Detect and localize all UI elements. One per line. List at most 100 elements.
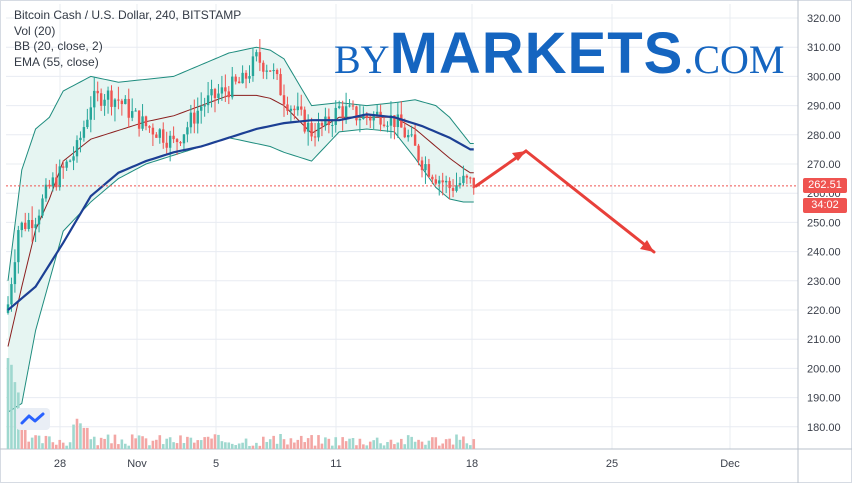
volume-bar: [120, 439, 124, 449]
y-tick-label: 270.00: [807, 159, 841, 171]
volume-bar: [241, 442, 244, 449]
volume-bar: [286, 444, 289, 449]
candle-body: [462, 175, 465, 184]
volume-bar: [451, 444, 455, 449]
chart-legend: Bitcoin Cash / U.S. Dollar, 240, BITSTAM…: [14, 8, 241, 70]
candle-body: [206, 95, 210, 106]
candle-body: [99, 93, 103, 106]
volume-bar: [310, 435, 313, 449]
candle-body: [296, 106, 299, 111]
volume-bar: [182, 443, 186, 449]
candle-body: [393, 115, 396, 128]
candle-body: [358, 118, 362, 121]
volume-bar: [279, 434, 282, 449]
candle-body: [217, 93, 220, 99]
candle-body: [341, 106, 344, 118]
volume-bar: [61, 442, 65, 449]
candle-body: [75, 140, 79, 157]
volume-bar: [134, 438, 137, 449]
candle-body: [175, 139, 179, 143]
volume-bar: [82, 427, 86, 449]
volume-bar: [196, 440, 200, 449]
candle-body: [131, 111, 134, 118]
candle-body: [237, 81, 241, 84]
candle-body: [13, 262, 17, 285]
volume-bar: [268, 439, 272, 449]
volume-bar: [293, 442, 296, 449]
volume-bar: [375, 437, 379, 449]
candle-body: [251, 56, 255, 77]
bar-countdown-tag: 34:02: [803, 198, 847, 213]
candle-body: [110, 90, 113, 107]
candle-body: [200, 106, 203, 111]
candle-body: [82, 127, 86, 138]
volume-bar: [403, 444, 407, 449]
volume-bar: [358, 438, 362, 449]
volume-bar: [79, 423, 82, 449]
ema-55-line: [7, 113, 474, 311]
y-tick-label: 200.00: [807, 363, 841, 375]
candle-body: [168, 135, 172, 148]
candle-body: [227, 91, 230, 98]
candle-body: [400, 114, 403, 128]
candle-body: [386, 125, 389, 127]
candle-body: [117, 99, 120, 101]
volume-bar: [262, 436, 265, 449]
candle-body: [79, 137, 82, 141]
volume-bar: [379, 443, 382, 449]
y-tick-label: 190.00: [807, 393, 841, 405]
volume-bar: [417, 439, 420, 449]
candle-body: [103, 99, 106, 106]
candle-body: [162, 129, 165, 143]
volume-bar: [165, 438, 168, 449]
candle-body: [124, 98, 127, 105]
candle-body: [279, 74, 282, 96]
volume-bar: [465, 443, 469, 449]
volume-bar: [10, 364, 13, 449]
volume-bar: [258, 445, 262, 449]
volume-bar: [431, 437, 434, 449]
volume-bar: [168, 437, 172, 449]
volume-bar: [86, 427, 89, 449]
volume-bar: [389, 439, 393, 449]
volume-bar: [234, 445, 237, 449]
volume-bar: [6, 358, 10, 449]
volume-bar: [127, 445, 131, 449]
volume-bar: [362, 444, 365, 449]
bollinger-lower-line: [7, 128, 474, 413]
volume-bar: [103, 438, 106, 449]
y-tick-label: 220.00: [807, 305, 841, 317]
volume-bar: [448, 438, 451, 449]
volume-bar: [237, 443, 241, 449]
candle-body: [137, 110, 141, 129]
y-tick-label: 180.00: [807, 422, 841, 434]
candle-body: [44, 184, 48, 199]
candle-body: [10, 284, 13, 305]
y-tick-label: 320.00: [807, 13, 841, 25]
candle-body: [389, 115, 393, 126]
candle-body: [20, 222, 23, 231]
bollinger-upper-line: [7, 46, 474, 281]
volume-bar: [251, 445, 255, 449]
candle-body: [106, 90, 110, 100]
candle-body: [306, 122, 310, 132]
volume-bar: [420, 441, 424, 449]
candle-body: [196, 110, 199, 124]
x-tick-label: 28: [54, 458, 66, 470]
candle-body: [151, 127, 155, 135]
volume-bar: [230, 443, 234, 449]
legend-bollinger: BB (20, close, 2): [14, 39, 103, 53]
candle-body: [289, 108, 293, 111]
volume-bar: [265, 441, 269, 449]
candle-body: [248, 76, 251, 79]
volume-bar: [306, 438, 310, 449]
volume-bar: [193, 442, 196, 449]
legend-volume: Vol (20): [14, 23, 56, 38]
candle-body: [465, 175, 469, 178]
candle-body: [331, 124, 334, 126]
volume-bar: [96, 445, 99, 449]
volume-bar: [151, 440, 155, 449]
candle-body: [317, 123, 320, 138]
volume-bar: [48, 436, 51, 449]
